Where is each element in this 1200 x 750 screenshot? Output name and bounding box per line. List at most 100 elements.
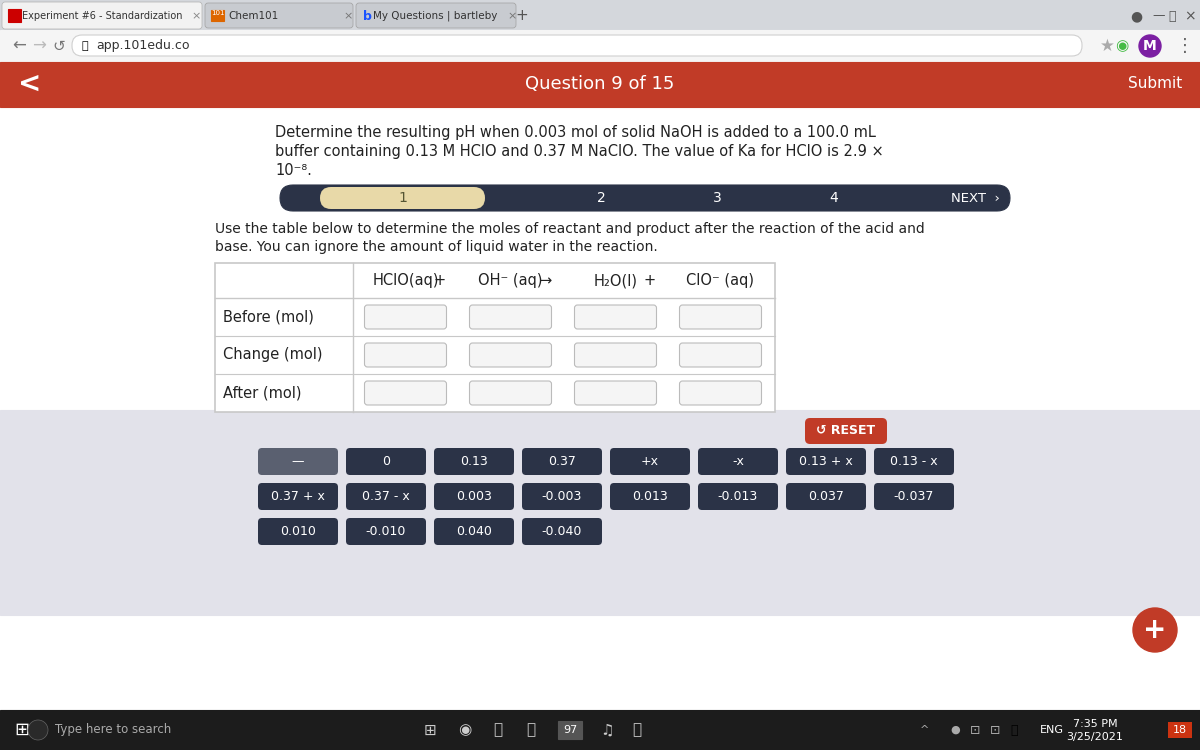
Text: b: b [364,10,372,22]
FancyBboxPatch shape [698,483,778,510]
FancyBboxPatch shape [805,418,887,444]
Bar [215,263,775,412]
Text: →: → [32,37,46,55]
Text: 0.13 - x: 0.13 - x [890,455,938,468]
FancyBboxPatch shape [698,448,778,475]
Text: H₂O(l): H₂O(l) [594,273,637,288]
FancyBboxPatch shape [346,518,426,545]
Text: -0.010: -0.010 [366,525,406,538]
Text: ↺: ↺ [52,38,65,53]
Text: 3/25/2021: 3/25/2021 [1067,732,1123,742]
Text: ⊞: ⊞ [424,722,437,737]
FancyBboxPatch shape [786,448,866,475]
Text: 0.37 + x: 0.37 + x [271,490,325,503]
FancyBboxPatch shape [874,448,954,475]
Text: ↺ RESET: ↺ RESET [816,424,876,437]
Text: ⋮: ⋮ [1176,37,1194,55]
FancyBboxPatch shape [365,381,446,405]
FancyBboxPatch shape [575,343,656,367]
Text: My Questions | bartleby: My Questions | bartleby [373,10,497,21]
Text: —: — [292,455,305,468]
FancyBboxPatch shape [874,483,954,510]
Text: ×: × [191,11,200,21]
Bar [0,410,1200,615]
FancyBboxPatch shape [346,448,426,475]
FancyBboxPatch shape [610,483,690,510]
Text: HClO(aq): HClO(aq) [372,273,439,288]
Bar [0,30,1200,62]
Text: Change (mol): Change (mol) [223,347,323,362]
FancyBboxPatch shape [522,483,602,510]
Circle shape [1133,608,1177,652]
Bar [0,0,1200,30]
Text: ●: ● [1130,9,1142,23]
FancyBboxPatch shape [356,3,516,28]
Text: Before (mol): Before (mol) [223,310,314,325]
Text: 0.010: 0.010 [280,525,316,538]
Bar [211,10,224,21]
Text: ★: ★ [1100,37,1115,55]
Circle shape [28,720,48,740]
Text: +x: +x [641,455,659,468]
Text: ←: ← [12,37,26,55]
Text: Use the table below to determine the moles of reactant and product after the rea: Use the table below to determine the mol… [215,222,925,236]
FancyBboxPatch shape [365,343,446,367]
Text: 🔒: 🔒 [527,722,535,737]
Text: After (mol): After (mol) [223,386,301,400]
FancyBboxPatch shape [522,448,602,475]
Text: 0.37: 0.37 [548,455,576,468]
Text: 0.37 - x: 0.37 - x [362,490,410,503]
Text: 3: 3 [713,191,722,205]
FancyBboxPatch shape [469,381,552,405]
Circle shape [1139,35,1162,57]
Text: ⊡: ⊡ [970,724,980,736]
Text: 0.13 + x: 0.13 + x [799,455,853,468]
Text: Submit: Submit [1128,76,1182,92]
Text: 0.13: 0.13 [460,455,488,468]
FancyBboxPatch shape [280,185,1010,211]
Text: NEXT  ›: NEXT › [950,191,1000,205]
Text: Type here to search: Type here to search [55,724,172,736]
Text: -0.040: -0.040 [542,525,582,538]
Text: ◉: ◉ [458,722,472,737]
Text: —: — [1152,10,1164,22]
Text: 1: 1 [398,191,407,205]
Text: +: + [434,273,446,288]
FancyBboxPatch shape [469,305,552,329]
Text: M: M [1144,39,1157,53]
Text: 🌐: 🌐 [632,722,642,737]
FancyBboxPatch shape [434,518,514,545]
FancyBboxPatch shape [522,518,602,545]
Text: ENG: ENG [1040,725,1064,735]
Text: +: + [644,273,656,288]
FancyBboxPatch shape [346,483,426,510]
FancyBboxPatch shape [2,2,202,29]
Text: -0.037: -0.037 [894,490,934,503]
Text: ⊡: ⊡ [990,724,1001,736]
FancyBboxPatch shape [365,305,446,329]
Bar [558,721,582,739]
Bar [0,62,1200,107]
Text: ●: ● [950,725,960,735]
Text: 0: 0 [382,455,390,468]
Text: Chem101: Chem101 [228,11,278,21]
FancyBboxPatch shape [434,448,514,475]
Text: OH⁻ (aq): OH⁻ (aq) [479,273,542,288]
FancyBboxPatch shape [469,343,552,367]
Text: 7:35 PM: 7:35 PM [1073,719,1117,729]
FancyBboxPatch shape [679,381,762,405]
Text: ×: × [343,11,353,21]
FancyBboxPatch shape [320,187,485,209]
Text: 101: 101 [211,10,224,16]
Text: ⧠: ⧠ [1168,10,1176,22]
Text: 0.003: 0.003 [456,490,492,503]
Text: app.101edu.co: app.101edu.co [96,40,190,53]
Text: -0.003: -0.003 [542,490,582,503]
Text: 97: 97 [563,725,577,735]
Bar [1168,722,1192,738]
Text: 🗂: 🗂 [493,722,503,737]
FancyBboxPatch shape [679,343,762,367]
Text: ◉: ◉ [1115,38,1129,53]
Text: ClO⁻ (aq): ClO⁻ (aq) [686,273,755,288]
FancyBboxPatch shape [258,448,338,475]
